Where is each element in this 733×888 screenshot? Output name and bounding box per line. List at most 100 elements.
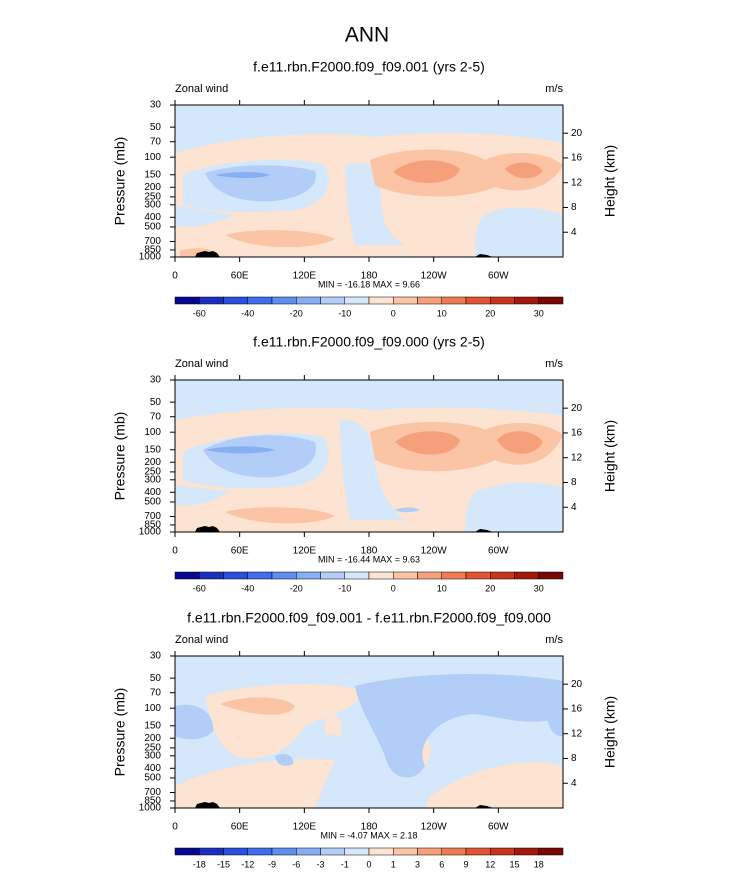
contour-fill (505, 162, 543, 179)
stats: MIN = -4.07 MAX = 2.18 (320, 830, 417, 840)
colorbar-box (465, 571, 491, 580)
y-tick-label: 700 (144, 236, 161, 247)
colorbar-box (393, 296, 418, 305)
contour-fill (225, 507, 335, 524)
y2-tick-label: 20 (571, 403, 583, 414)
contour-fill (497, 431, 543, 454)
colorbar-label: 30 (534, 583, 544, 593)
colorbar-label: -60 (193, 583, 206, 593)
y-tick-label: 70 (150, 411, 162, 422)
x-tick-label: 60W (488, 546, 509, 557)
contour-fill (175, 205, 235, 227)
colorbar-box (368, 296, 394, 305)
y2-tick-label: 4 (571, 778, 577, 789)
panel-title: f.e11.rbn.F2000.f09_f09.001 (yrs 2-5) (253, 59, 485, 75)
y2-axis-label: Height (km) (602, 420, 618, 492)
colorbar-label: -18 (193, 859, 206, 869)
y2-tick-label: 20 (571, 128, 583, 139)
colorbar-box (199, 847, 224, 856)
right-label: m/s (545, 358, 563, 370)
colorbar-label: -20 (290, 308, 303, 318)
colorbar-label: 3 (415, 859, 420, 869)
y-axis-label: Pressure (mb) (112, 688, 128, 777)
stats: MIN = -16.18 MAX = 9.66 (318, 279, 420, 289)
colorbar-box (174, 571, 200, 580)
y-tick-label: 400 (144, 763, 161, 774)
colorbar-box (368, 571, 394, 580)
colorbar-label: 15 (509, 859, 519, 869)
left-label: Zonal wind (175, 358, 228, 370)
y-tick-label: 30 (150, 100, 162, 111)
colorbar-label: 0 (391, 583, 396, 593)
contour-plot (175, 105, 563, 257)
y2-tick-label: 20 (571, 679, 583, 690)
colorbar-box (417, 571, 442, 580)
contour-fill (205, 446, 275, 454)
colorbar-label: -3 (316, 859, 324, 869)
colorbar-box (199, 296, 224, 305)
colorbar-box (538, 847, 564, 856)
contour-fill (395, 431, 460, 455)
y-tick-label: 700 (144, 787, 161, 798)
colorbar-box (223, 571, 248, 580)
y2-tick-label: 8 (571, 477, 577, 488)
y-tick-label: 250 (144, 743, 161, 754)
y-axis-label: Pressure (mb) (112, 412, 128, 501)
colorbar-label: -60 (193, 308, 206, 318)
x-tick-label: 60W (488, 271, 509, 282)
x-tick-label: 0 (172, 271, 178, 282)
colorbar-box (490, 571, 515, 580)
x-tick-label: 60E (231, 822, 249, 833)
y2-axis-label: Height (km) (602, 696, 618, 768)
y-tick-label: 400 (144, 487, 161, 498)
x-tick-label: 180 (361, 822, 378, 833)
y-tick-label: 150 (144, 169, 161, 180)
contour-fill (345, 163, 405, 245)
colorbar-box (296, 296, 321, 305)
colorbar-box (296, 571, 321, 580)
y-tick-label: 500 (144, 497, 161, 508)
colorbar-label: 1 (391, 859, 396, 869)
colorbar-label: -40 (241, 583, 254, 593)
colorbar-label: -1 (341, 859, 349, 869)
colorbar-box (320, 847, 345, 856)
contour-fill (325, 714, 342, 736)
colorbar-box (538, 296, 564, 305)
contour-fill (465, 482, 563, 532)
y-tick-label: 300 (144, 750, 161, 761)
colorbar-label: 10 (437, 583, 447, 593)
y-tick-label: 300 (144, 474, 161, 485)
contour-fill (395, 507, 420, 513)
colorbar-box (320, 571, 345, 580)
colorbar-label: -6 (292, 859, 300, 869)
y-tick-label: 1000 (139, 252, 162, 263)
y-tick-label: 50 (150, 673, 162, 684)
x-tick-label: 120W (421, 822, 448, 833)
colorbar-label: 0 (391, 308, 396, 318)
y-tick-label: 150 (144, 720, 161, 731)
colorbar-box (490, 847, 515, 856)
colorbar-box (296, 847, 321, 856)
y-tick-label: 700 (144, 511, 161, 522)
y-tick-label: 30 (150, 375, 162, 386)
x-tick-label: 60E (231, 271, 249, 282)
contour-fill (355, 674, 563, 778)
contour-fill (175, 759, 335, 808)
y-tick-label: 70 (150, 136, 162, 147)
y-tick-label: 850 (144, 245, 161, 256)
y-tick-label: 1000 (139, 527, 162, 538)
y-tick-label: 250 (144, 467, 161, 478)
colorbar-label: 30 (534, 308, 544, 318)
contour-fill (203, 435, 316, 478)
y-axis-label: Pressure (mb) (112, 137, 128, 226)
y-tick-label: 200 (144, 182, 161, 193)
colorbar-box (320, 296, 345, 305)
y2-tick-label: 12 (571, 177, 583, 188)
y2-tick-label: 16 (571, 153, 583, 164)
y-tick-label: 1000 (139, 803, 162, 814)
y2-axis-label: Height (km) (602, 145, 618, 217)
colorbar-box (199, 571, 224, 580)
colorbar-label: -10 (338, 308, 351, 318)
colorbar-box (465, 296, 491, 305)
